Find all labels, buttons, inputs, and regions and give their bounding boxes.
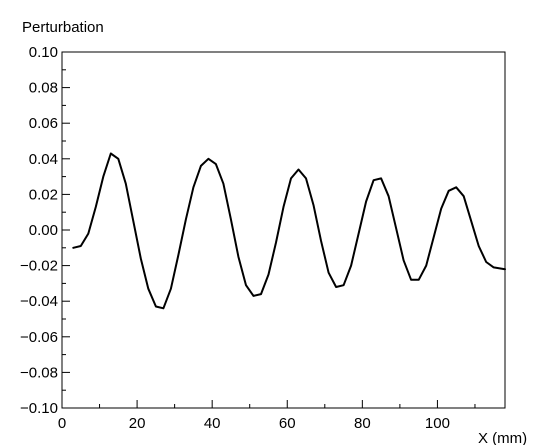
y-tick-label: 0.04 (29, 151, 58, 168)
y-tick-label: −0.10 (20, 400, 58, 417)
y-tick-label: 0.00 (29, 222, 58, 239)
x-tick-label: 20 (129, 415, 146, 432)
x-axis-title: X (mm) (478, 430, 527, 445)
y-tick-label: 0.10 (29, 44, 58, 61)
series-line (72, 152, 506, 310)
x-tick-label: 40 (204, 415, 221, 432)
x-tick-label: 80 (354, 415, 371, 432)
y-tick-label: −0.04 (20, 293, 58, 310)
y-axis: 0.10 0.08 0.06 0.04 0.02 0.00 −0.02 −0.04 −0.06 −… (20, 44, 70, 417)
y-tick-label: 0.08 (29, 80, 58, 97)
x-axis: 0 20 40 60 80 100 (58, 400, 476, 432)
y-tick-label: 0.02 (29, 186, 58, 203)
x-tick-label: 60 (279, 415, 296, 432)
y-tick-label: −0.08 (20, 364, 58, 381)
y-tick-label: −0.02 (20, 258, 58, 275)
series-layer (72, 152, 506, 310)
plot-area (61, 51, 506, 409)
y-tick-label: 0.06 (29, 115, 58, 132)
y-axis-title: Perturbation (22, 19, 104, 36)
x-tick-label: 100 (425, 415, 450, 432)
x-tick-label: 0 (58, 415, 66, 432)
y-tick-label: −0.06 (20, 329, 58, 346)
